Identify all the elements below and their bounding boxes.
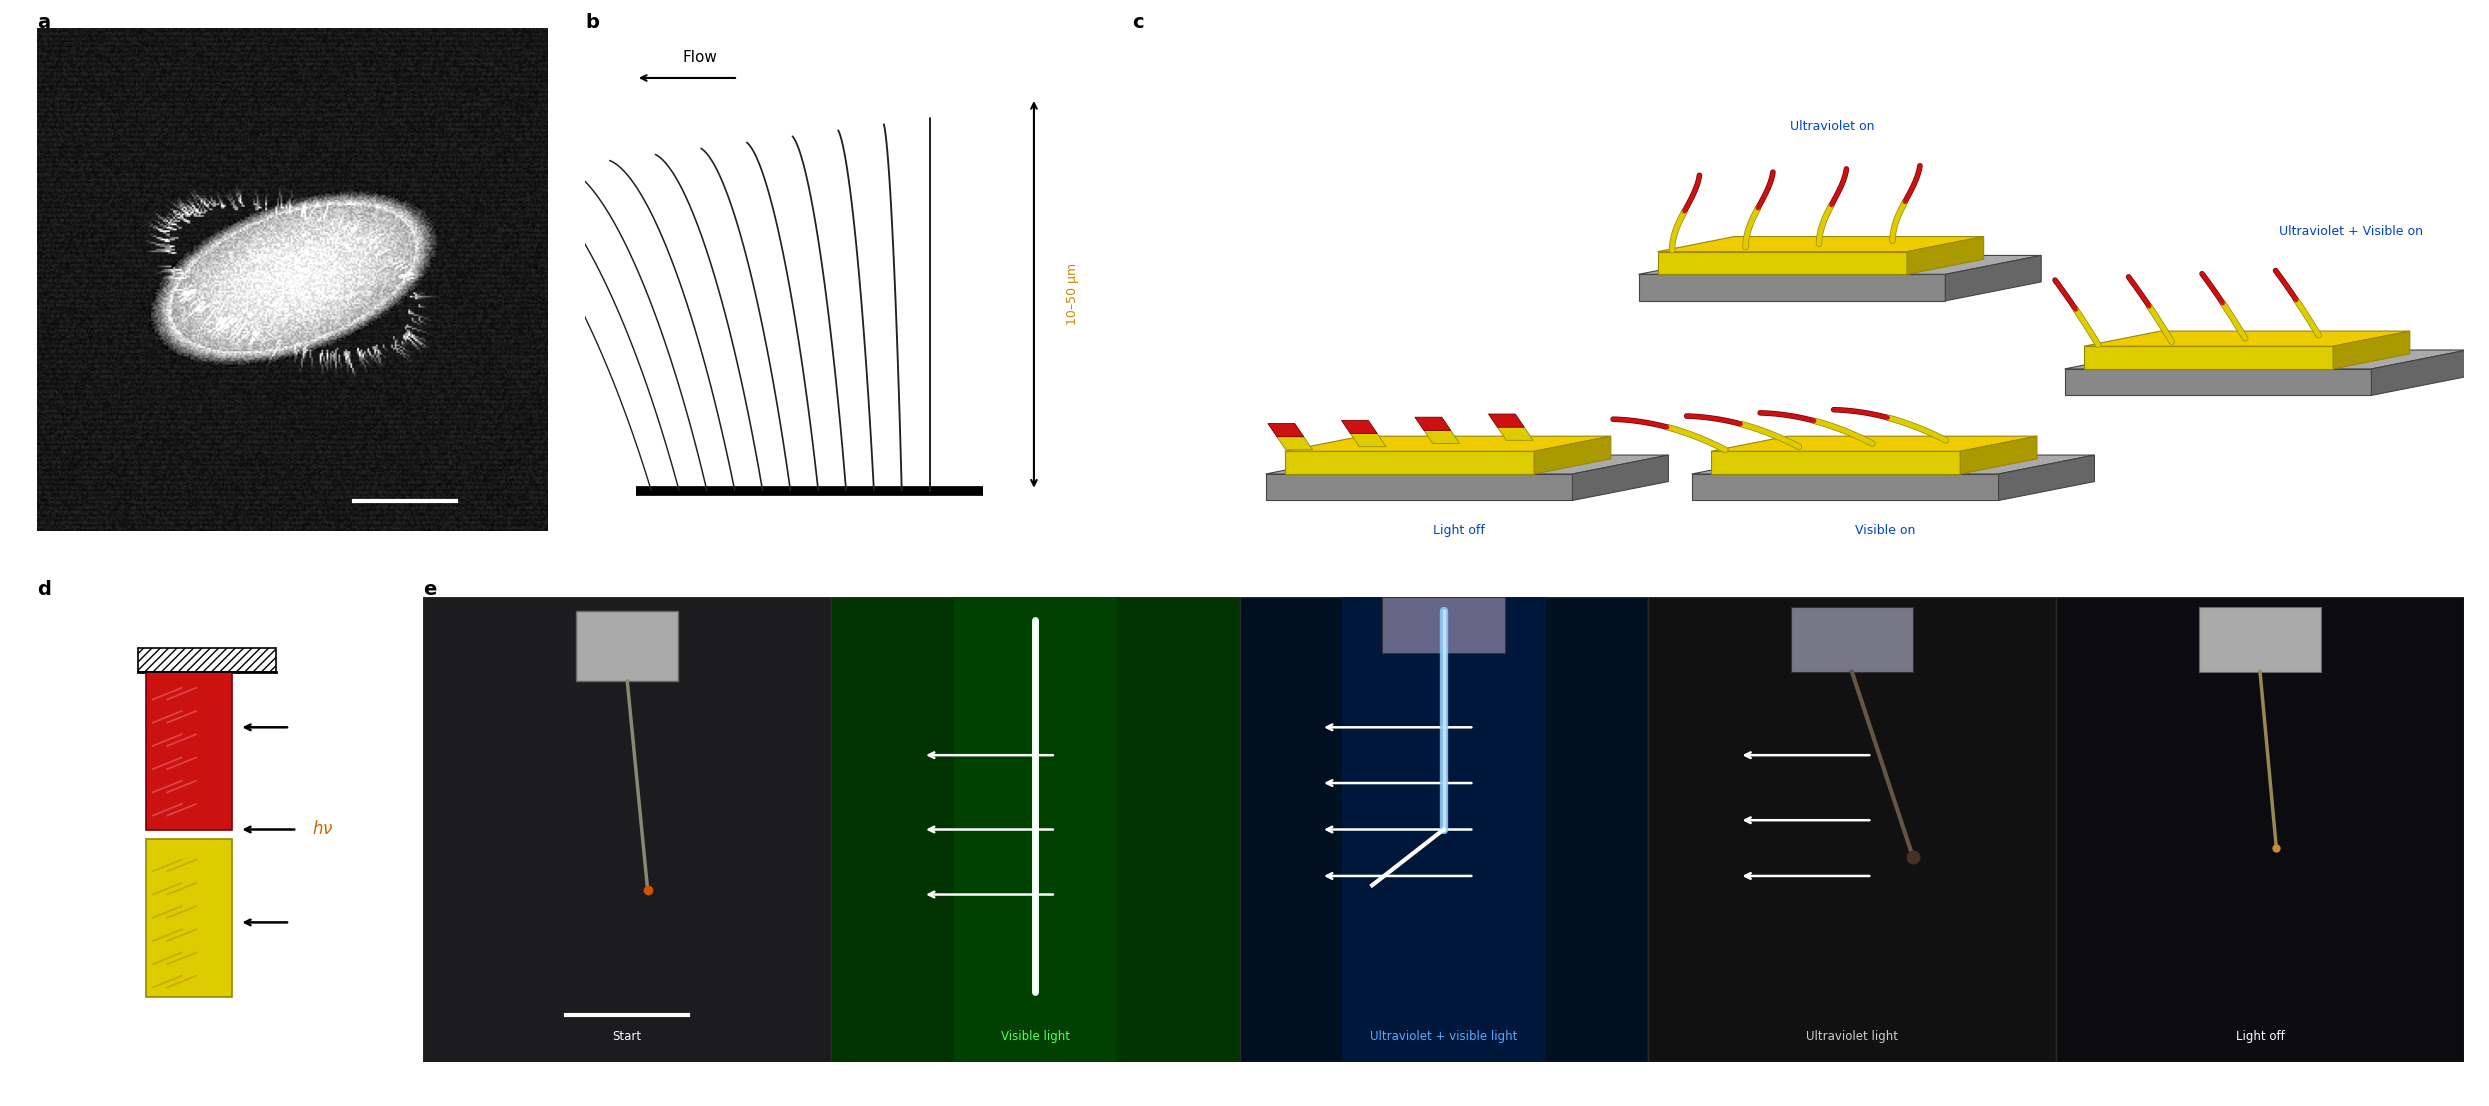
Polygon shape — [1693, 474, 1999, 500]
Bar — [1381, 597, 1506, 653]
Polygon shape — [1710, 451, 1961, 474]
Text: Ultraviolet + visible light: Ultraviolet + visible light — [1369, 1030, 1518, 1043]
Text: Light off: Light off — [2235, 1030, 2285, 1043]
Bar — [1648, 597, 2056, 1062]
Polygon shape — [1267, 424, 1304, 437]
Polygon shape — [1638, 274, 1946, 301]
Polygon shape — [1658, 252, 1907, 274]
Bar — [144, 838, 231, 997]
Polygon shape — [1533, 436, 1610, 474]
Text: b: b — [585, 12, 600, 32]
Text: Visible light: Visible light — [1001, 1030, 1070, 1043]
Bar — [1342, 597, 1546, 1062]
Bar — [423, 597, 831, 1062]
Polygon shape — [1488, 414, 1523, 427]
Bar — [577, 612, 677, 681]
Bar — [1790, 606, 1914, 671]
Bar — [2056, 597, 2464, 1062]
Text: c: c — [1132, 12, 1145, 32]
Text: Visible on: Visible on — [1854, 524, 1917, 538]
Polygon shape — [2372, 349, 2467, 396]
Text: Ultraviolet light: Ultraviolet light — [1807, 1030, 1897, 1043]
Polygon shape — [1264, 455, 1668, 474]
Polygon shape — [1658, 237, 1984, 252]
Text: Start: Start — [612, 1030, 642, 1043]
Text: Flow: Flow — [682, 51, 717, 65]
Polygon shape — [1573, 455, 1668, 500]
Polygon shape — [2083, 331, 2409, 346]
Polygon shape — [1342, 420, 1376, 434]
Polygon shape — [2083, 346, 2332, 369]
Polygon shape — [1693, 455, 2093, 474]
Polygon shape — [1284, 436, 1610, 451]
Polygon shape — [1498, 427, 1533, 440]
Polygon shape — [1946, 255, 2041, 301]
Polygon shape — [1414, 417, 1451, 430]
Polygon shape — [1264, 474, 1573, 500]
Polygon shape — [1284, 451, 1533, 474]
Polygon shape — [1710, 436, 2036, 451]
Text: Ultraviolet on: Ultraviolet on — [1790, 119, 1874, 133]
Text: Ultraviolet + Visible on: Ultraviolet + Visible on — [2280, 225, 2424, 238]
Bar — [2198, 606, 2322, 671]
Polygon shape — [1907, 237, 1984, 274]
Text: a: a — [37, 12, 50, 32]
Polygon shape — [2332, 331, 2409, 369]
Bar — [1240, 597, 1648, 1062]
Polygon shape — [1999, 455, 2093, 500]
Polygon shape — [1352, 434, 1386, 447]
Text: Light off: Light off — [1434, 524, 1486, 538]
Bar — [144, 671, 231, 830]
Polygon shape — [2066, 369, 2372, 396]
Polygon shape — [1961, 436, 2036, 474]
Polygon shape — [2066, 349, 2467, 369]
Bar — [831, 597, 1240, 1062]
Text: e: e — [423, 580, 436, 599]
Bar — [953, 597, 1118, 1062]
Bar — [139, 648, 276, 671]
Polygon shape — [1424, 430, 1459, 444]
Polygon shape — [1638, 255, 2041, 274]
Text: $h\nu$: $h\nu$ — [311, 821, 334, 838]
Text: d: d — [37, 580, 52, 599]
Text: 10–50 μm: 10–50 μm — [1065, 263, 1078, 325]
Polygon shape — [1277, 437, 1312, 450]
